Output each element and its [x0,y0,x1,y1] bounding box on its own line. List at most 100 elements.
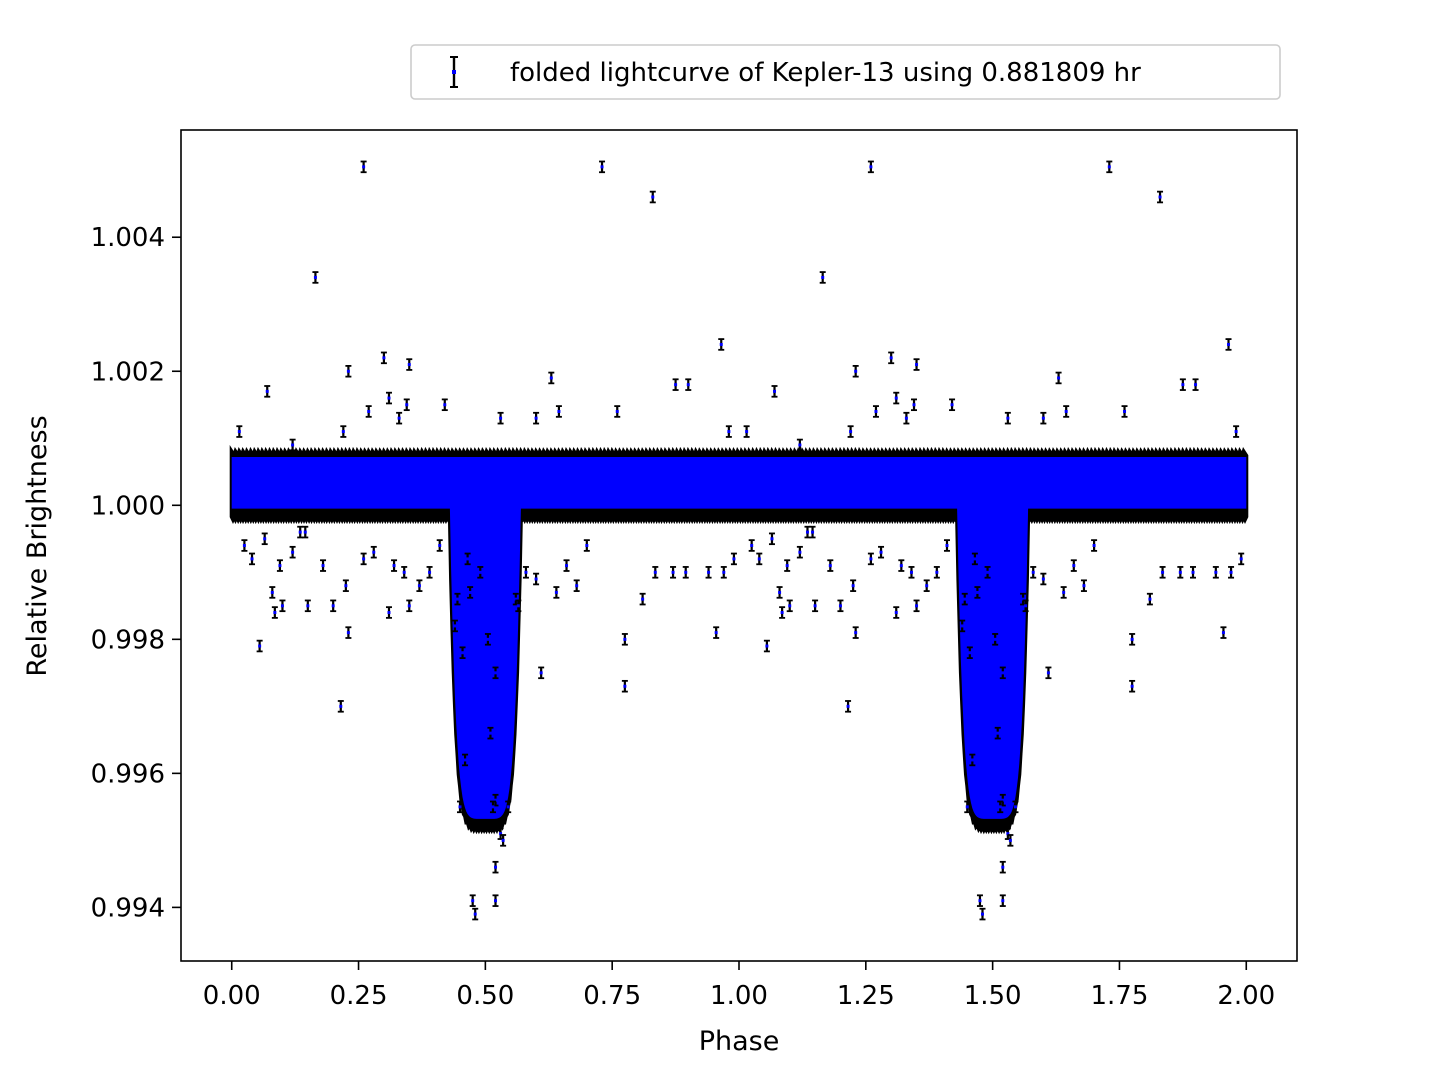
data-point [573,579,580,592]
data-point [893,391,900,405]
data-point [796,438,803,452]
data-point [256,639,263,653]
data-point [705,566,712,579]
data-point [436,539,443,552]
data-point [249,552,256,566]
data-point [999,860,1006,874]
data-point [302,525,309,539]
x-tick-label: 1.75 [1091,981,1149,1011]
data-point [997,800,1004,814]
data-point [796,545,803,559]
data-point [819,271,826,284]
data-point [969,753,976,767]
data-point [1121,405,1128,418]
data-point [1225,338,1232,351]
data-point [1012,800,1019,814]
data-point [1040,572,1047,586]
data-point [1179,378,1186,391]
data-point [898,559,905,572]
data-point [893,606,900,619]
data-point [1190,566,1197,579]
data-point [1060,586,1067,599]
data-point [489,800,496,814]
data-point [279,599,286,613]
data-point [809,525,816,539]
x-tick-label: 1.25 [837,981,895,1011]
data-point [312,271,319,284]
data-point [236,425,243,438]
data-point [330,599,337,613]
data-point [768,532,775,546]
data-point [345,626,352,639]
data-point [1228,566,1235,579]
data-point [639,592,646,606]
data-point [484,633,491,646]
data-point [1055,371,1062,385]
data-point [271,606,278,619]
data-point [845,700,852,713]
data-point [743,425,750,438]
data-point [365,405,372,418]
data-point [385,606,392,619]
data-point [391,559,398,572]
data-point [492,666,499,680]
data-point [264,385,271,398]
data-point [804,525,811,539]
x-tick-label: 1.50 [964,981,1022,1011]
data-point [533,572,540,586]
data-point [1238,552,1245,566]
data-point [621,633,628,646]
data-point [269,586,276,599]
data-layer [229,160,1249,921]
data-point [992,633,999,646]
data-point [867,160,874,174]
data-point [1157,190,1164,204]
legend-errorbar-marker [450,56,458,88]
data-point [469,894,476,907]
data-point [241,539,248,552]
data-point [467,586,474,599]
data-point [522,566,529,579]
data-point [812,599,819,613]
data-point [553,586,560,599]
data-point [718,338,725,351]
data-point [923,579,930,592]
data-point [342,579,349,592]
data-point [933,566,940,579]
data-point [497,411,504,425]
data-point [1129,633,1136,646]
data-point [908,566,915,579]
data-point [763,639,770,653]
data-point [964,800,971,814]
y-tick-label: 0.996 [91,759,165,789]
data-point [297,525,304,539]
data-point [949,398,956,412]
x-tick-label: 0.75 [583,981,641,1011]
data-point [984,566,991,579]
x-tick-label: 2.00 [1217,981,1275,1011]
data-point [464,552,471,566]
data-point [779,606,786,619]
data-point [492,793,499,807]
data-point [492,860,499,874]
data-point [1177,566,1184,579]
data-point [672,378,679,391]
data-point [416,579,423,592]
data-point [994,726,1001,740]
data-point [563,559,570,572]
data-point [380,351,387,365]
data-point [903,411,910,425]
y-tick-label: 0.998 [91,625,165,655]
x-tick-label: 0.25 [330,981,388,1011]
x-tick-label: 1.00 [710,981,768,1011]
data-point [515,599,522,613]
data-point [756,552,763,566]
data-point [583,539,590,552]
x-tick-label: 0.50 [456,981,514,1011]
data-band [231,457,1247,819]
data-point [682,566,689,579]
data-point [462,753,469,767]
data-point [477,566,484,579]
y-axis-title: Relative Brightness [22,415,53,676]
data-point [913,358,920,371]
